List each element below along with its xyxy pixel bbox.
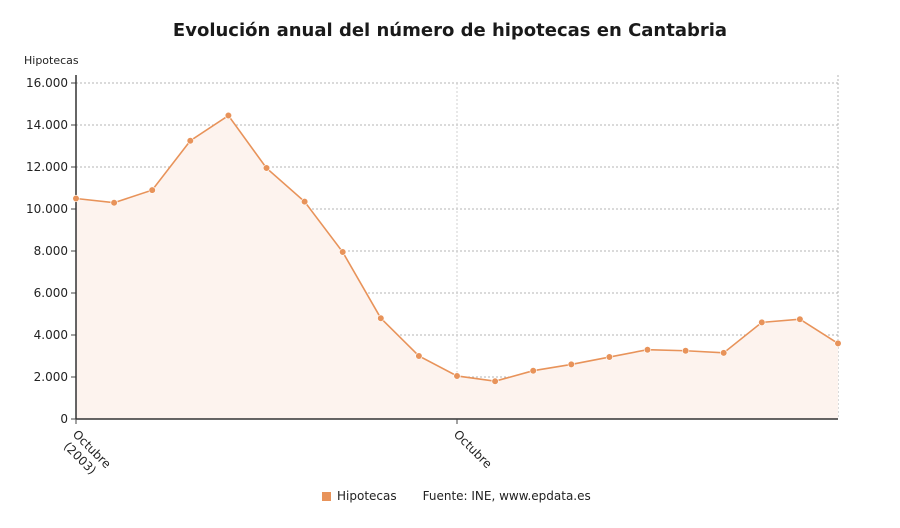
data-point bbox=[72, 194, 80, 203]
data-point bbox=[301, 198, 309, 206]
data-point bbox=[758, 318, 766, 327]
data-point bbox=[681, 347, 690, 355]
data-point bbox=[605, 353, 614, 361]
x-tick-label: Octubre bbox=[451, 427, 495, 471]
data-point bbox=[262, 164, 271, 172]
y-tick-label: 12.000 bbox=[26, 160, 68, 174]
y-axis-label: Hipotecas bbox=[24, 54, 79, 67]
legend-swatch bbox=[322, 491, 331, 501]
y-tick-label: 16.000 bbox=[26, 76, 68, 90]
data-point bbox=[567, 360, 575, 369]
y-tick-label: 6.000 bbox=[34, 286, 68, 300]
y-tick-label: 2.000 bbox=[34, 370, 68, 384]
data-point bbox=[110, 199, 118, 207]
data-point bbox=[148, 186, 156, 194]
data-point bbox=[491, 377, 499, 385]
data-point bbox=[643, 346, 652, 354]
y-tick-label: 8.000 bbox=[34, 244, 68, 258]
y-tick-label: 14.000 bbox=[26, 118, 68, 132]
chart-title: Evolución anual del número de hipotecas … bbox=[172, 20, 728, 41]
data-point bbox=[834, 339, 842, 348]
data-point bbox=[453, 372, 461, 380]
series-area-fill bbox=[76, 115, 838, 420]
data-point bbox=[415, 352, 423, 360]
source-note: Fuente: INE, www.epdata.es bbox=[422, 489, 591, 503]
data-point bbox=[377, 314, 385, 322]
y-tick-label: 10.000 bbox=[26, 202, 68, 216]
data-point bbox=[720, 349, 728, 357]
data-point bbox=[529, 367, 537, 375]
data-point bbox=[224, 111, 232, 120]
data-point bbox=[796, 315, 804, 323]
legend: Hipotecas Fuente: INE, www.epdata.es bbox=[322, 489, 591, 503]
data-point bbox=[186, 137, 194, 145]
data-point bbox=[339, 248, 347, 256]
y-tick-label: 0 bbox=[60, 412, 68, 426]
y-tick-label: 4.000 bbox=[34, 328, 68, 342]
legend-series-label[interactable]: Hipotecas bbox=[337, 489, 397, 503]
